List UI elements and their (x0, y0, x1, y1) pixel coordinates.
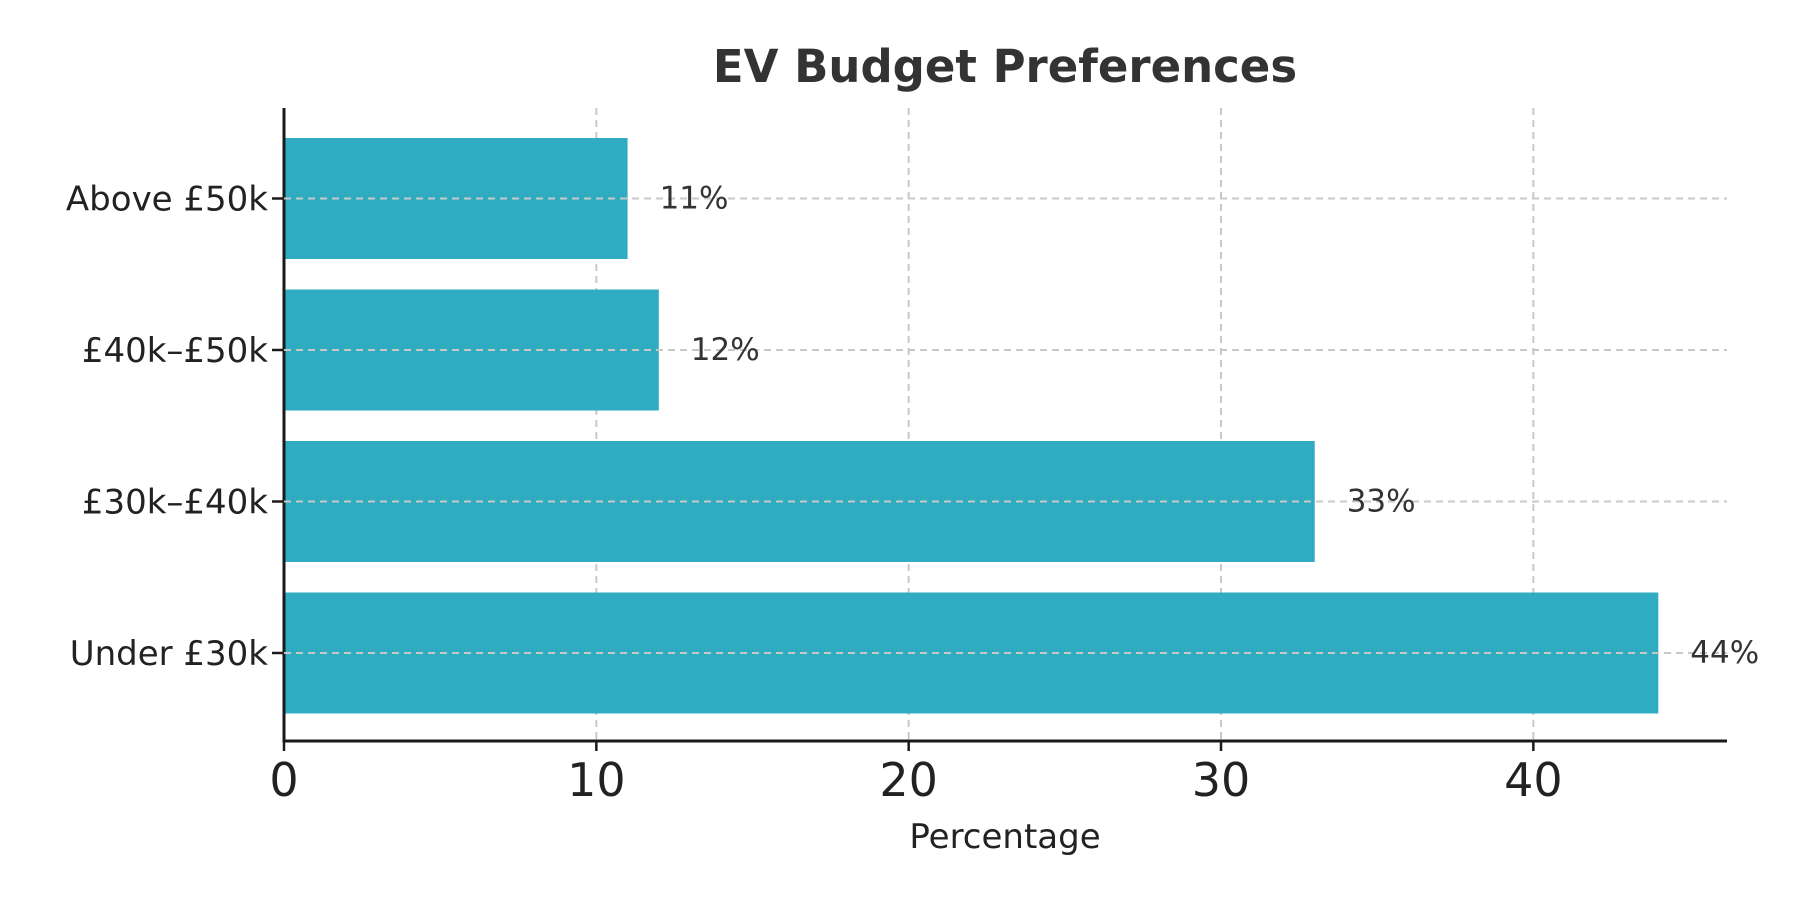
data-label: 11% (660, 181, 729, 217)
data-label: 12% (691, 332, 760, 368)
x-tick-label: 30 (1192, 753, 1251, 807)
x-tick-label: 10 (567, 753, 626, 807)
x-tick-label: 0 (269, 753, 298, 807)
bars (284, 138, 1659, 714)
x-axis-label: Percentage (909, 817, 1100, 857)
labels: 44% 33% 12% 11% (284, 181, 1759, 671)
y-tick-label: £40k–£50k (82, 331, 268, 371)
y-tick-label: £30k–£40k (82, 483, 268, 523)
x-tick-label: 20 (879, 753, 938, 807)
data-label: 33% (1347, 484, 1416, 520)
grid-lines (595, 108, 1535, 741)
data-label: 44% (1690, 635, 1759, 671)
x-tick-label: 40 (1504, 753, 1563, 807)
y-tick-label: Above £50k (66, 180, 268, 220)
axes: 0 10 20 30 40 Under £30k £30k–£40k £40k–£50k Abo… (66, 108, 1727, 807)
chart-title: EV Budget Preferences (713, 40, 1297, 93)
y-tick-label: Under £30k (70, 634, 269, 674)
